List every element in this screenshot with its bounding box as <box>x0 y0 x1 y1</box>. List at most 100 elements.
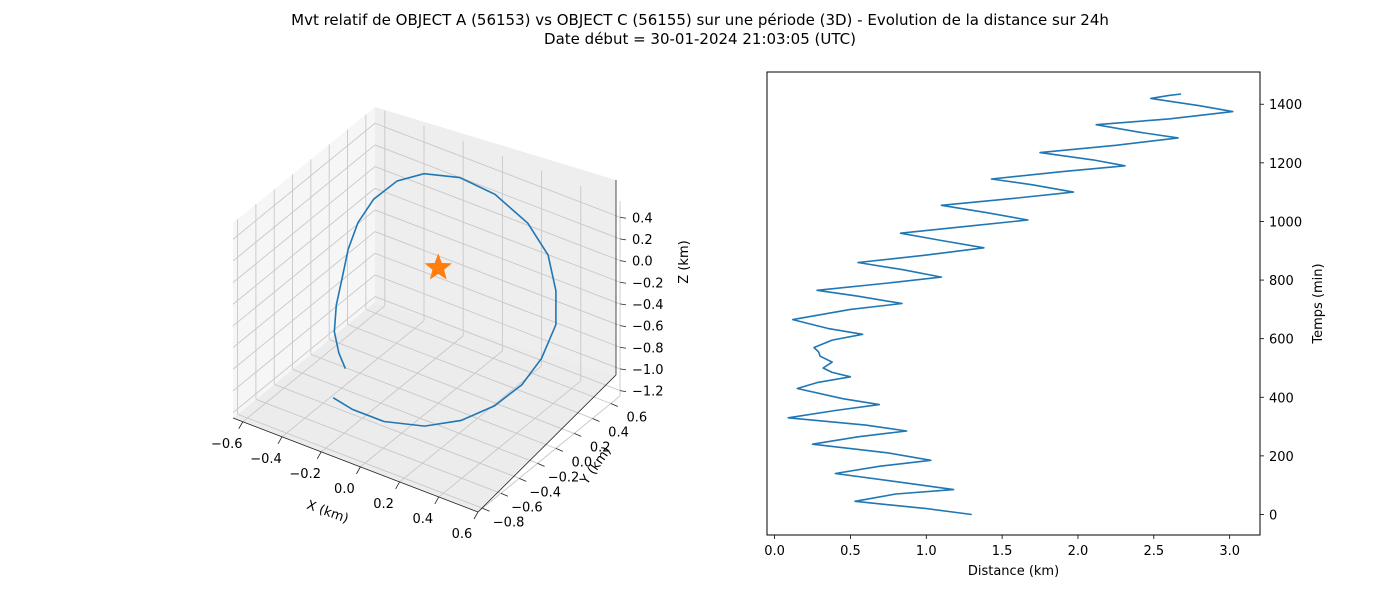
grid-line-z-left <box>232 274 376 392</box>
pane-floor <box>233 302 616 512</box>
x-tick-label: 3.0 <box>1219 544 1240 559</box>
y-tick-label: 200 <box>1269 450 1294 465</box>
x-tick-label: 0.5 <box>840 544 861 559</box>
x-tick-label: 0.0 <box>764 544 785 559</box>
y-tick-label: 400 <box>1269 391 1294 406</box>
z-tick-label: −0.8 <box>632 341 664 356</box>
y-tick-label: −0.2 <box>548 470 580 485</box>
grid-line-x-floor <box>477 395 621 513</box>
x-tick-label: 2.0 <box>1068 544 1089 559</box>
x-tick-label: 0.6 <box>452 527 473 542</box>
grid-line-z-left <box>232 296 376 413</box>
grid-line-x-floor <box>242 305 386 423</box>
y-tick-label: −0.8 <box>493 515 525 530</box>
z-tick <box>619 303 627 306</box>
x-tick-label: −0.2 <box>289 467 321 482</box>
grid-line-z-back <box>374 187 621 283</box>
x-tick-label: 2.5 <box>1143 544 1164 559</box>
y-tick <box>610 403 618 407</box>
y-tick-label: −0.4 <box>529 485 561 500</box>
y-tick <box>592 418 600 422</box>
y-tick <box>537 462 545 467</box>
y-tick-label: 0.4 <box>608 425 629 440</box>
grid-line-z-back <box>374 166 621 262</box>
z-tick-label: 0.4 <box>632 211 653 226</box>
x-tick-label: 1.0 <box>916 544 937 559</box>
chart-title-line1: Mvt relatif de OBJECT A (56153) vs OBJEC… <box>291 11 1109 29</box>
z-axis-label: Z (km) <box>677 240 692 283</box>
y-tick <box>482 507 490 512</box>
z-tick-label: −1.0 <box>632 363 664 378</box>
x-tick <box>316 451 322 460</box>
grid-line-x-floor <box>399 365 542 483</box>
plot-area <box>766 71 1261 536</box>
y-axis-label: Temps (min) <box>1311 263 1326 344</box>
star-marker <box>424 253 452 280</box>
z-tick <box>619 325 627 327</box>
y-tick-label: −0.6 <box>511 500 543 515</box>
grid-line-z-left <box>232 209 376 327</box>
z-tick-label: −0.2 <box>632 276 664 291</box>
grid-line-z-back <box>374 231 621 327</box>
y-tick-label: 0.0 <box>572 455 593 470</box>
x-tick-label: 0.4 <box>412 512 433 527</box>
grid-line-z-left <box>232 122 376 240</box>
y-tick-label: 800 <box>1269 274 1294 289</box>
grid-line-y-floor <box>255 398 502 494</box>
z-tick-label: −0.4 <box>632 298 664 313</box>
grid-line-z-back <box>374 209 621 305</box>
grid-line-y-floor <box>347 324 593 419</box>
chart-title-line2: Date début = 30-01-2024 21:03:05 (UTC) <box>544 30 856 48</box>
y-tick <box>574 433 582 437</box>
grid-line-x-floor <box>281 320 425 438</box>
x-tick-label: 0.2 <box>373 497 394 512</box>
z-tick-label: −1.2 <box>632 385 664 400</box>
grid-line-z-left <box>232 231 376 348</box>
grid-line-z-back <box>374 122 621 218</box>
z-tick <box>619 216 627 219</box>
z-tick-label: 0.0 <box>632 255 653 270</box>
z-tick-label: −0.6 <box>632 320 664 335</box>
x-tick <box>434 496 440 505</box>
x-axis-label: Distance (km) <box>968 564 1059 579</box>
y-tick <box>555 448 564 452</box>
grid-line-y-floor <box>292 368 538 464</box>
z-tick-label: 0.2 <box>632 233 653 248</box>
grid-line-z-left <box>232 252 376 370</box>
x-tick <box>238 421 244 429</box>
x-tick <box>277 436 283 444</box>
y-axis-line <box>477 374 617 513</box>
grid-line-z-back <box>374 144 621 240</box>
grid-line-y-floor <box>365 309 611 404</box>
y-tick-label: 0 <box>1269 508 1277 523</box>
x-tick <box>473 511 479 520</box>
x-tick <box>356 466 361 475</box>
z-tick <box>619 390 627 392</box>
y-tick-label: 1200 <box>1269 157 1302 172</box>
z-tick <box>619 346 627 349</box>
grid-line-z-back <box>374 274 621 370</box>
grid-line-y-floor <box>237 413 483 509</box>
y-tick <box>519 477 527 482</box>
plot-3d: −0.6−0.4−0.20.00.20.40.6−0.8−0.6−0.4−0.2… <box>211 107 692 542</box>
y-tick-label: 0.2 <box>590 440 611 455</box>
y-tick-label: 600 <box>1269 333 1294 348</box>
grid-line-y-floor <box>310 353 557 449</box>
x-axis-label: X (km) <box>305 498 351 527</box>
z-tick <box>619 260 627 262</box>
grid-line-z-back <box>374 252 621 348</box>
x-tick-label: 1.5 <box>992 544 1013 559</box>
y-tick-label: 0.6 <box>626 410 647 425</box>
x-tick-label: −0.4 <box>250 452 282 467</box>
x-axis-line <box>232 417 479 513</box>
y-tick-label: 1400 <box>1269 98 1302 113</box>
distance-line <box>787 93 1234 516</box>
grid-line-y-floor <box>274 383 520 479</box>
x-tick-label: 0.0 <box>334 482 355 497</box>
grid-line-y-floor <box>329 338 575 434</box>
z-tick <box>619 238 627 241</box>
trajectory-line <box>332 172 557 427</box>
grid-line-x-floor <box>320 335 464 453</box>
grid-line-z-left <box>232 144 376 262</box>
